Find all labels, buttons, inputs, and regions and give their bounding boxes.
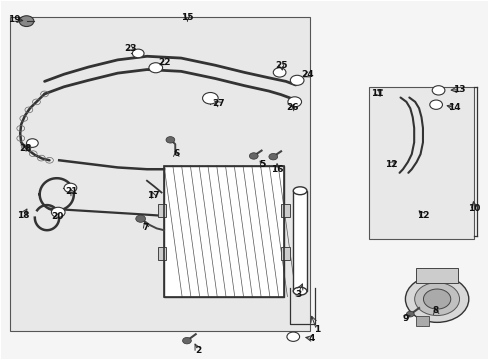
Bar <box>281 247 289 260</box>
Circle shape <box>19 16 34 27</box>
Text: 28: 28 <box>19 144 31 153</box>
Circle shape <box>287 97 301 107</box>
Circle shape <box>165 136 174 143</box>
Text: 12: 12 <box>416 211 428 220</box>
Text: 3: 3 <box>294 289 301 298</box>
Text: 15: 15 <box>181 13 193 22</box>
Bar <box>163 166 283 297</box>
Text: 25: 25 <box>275 62 287 71</box>
Text: 19: 19 <box>8 15 20 24</box>
Text: 24: 24 <box>301 71 314 80</box>
Text: 8: 8 <box>431 306 438 315</box>
Text: 21: 21 <box>65 187 78 196</box>
Text: 14: 14 <box>447 103 460 112</box>
Circle shape <box>406 311 413 317</box>
Text: 10: 10 <box>468 204 480 213</box>
Circle shape <box>182 337 191 344</box>
Text: 7: 7 <box>142 223 149 232</box>
Text: 23: 23 <box>124 44 136 53</box>
Circle shape <box>51 207 65 217</box>
Text: 13: 13 <box>452 85 465 94</box>
Text: 9: 9 <box>402 314 408 323</box>
Bar <box>415 316 428 326</box>
Text: 27: 27 <box>211 99 224 108</box>
Bar <box>158 204 166 217</box>
Bar <box>281 204 289 217</box>
Text: 17: 17 <box>147 190 159 199</box>
Circle shape <box>286 332 299 341</box>
Ellipse shape <box>293 287 306 295</box>
Text: 2: 2 <box>195 346 201 355</box>
Circle shape <box>249 153 258 159</box>
Text: 11: 11 <box>370 89 383 98</box>
Circle shape <box>136 215 145 222</box>
Circle shape <box>202 93 218 104</box>
Circle shape <box>273 68 285 77</box>
Circle shape <box>268 153 277 160</box>
Circle shape <box>64 183 77 193</box>
Text: 1: 1 <box>313 325 319 334</box>
Bar <box>368 87 473 239</box>
Circle shape <box>132 49 144 58</box>
Text: 16: 16 <box>271 166 284 175</box>
Ellipse shape <box>293 187 306 195</box>
Bar <box>10 17 310 330</box>
Circle shape <box>405 276 468 322</box>
Circle shape <box>149 63 162 73</box>
Bar <box>163 166 283 297</box>
Circle shape <box>431 86 444 95</box>
Circle shape <box>290 75 304 85</box>
Circle shape <box>414 283 459 316</box>
Bar <box>293 191 306 291</box>
Text: 12: 12 <box>384 161 397 170</box>
Circle shape <box>429 100 442 109</box>
Text: 22: 22 <box>158 58 170 67</box>
Text: 5: 5 <box>259 161 265 170</box>
Text: 6: 6 <box>173 149 179 158</box>
Bar <box>415 268 457 283</box>
Circle shape <box>423 289 450 309</box>
Text: 4: 4 <box>308 334 314 343</box>
Text: 26: 26 <box>285 103 298 112</box>
Circle shape <box>26 139 38 147</box>
Text: 18: 18 <box>17 211 29 220</box>
Text: 20: 20 <box>51 212 63 221</box>
Bar <box>158 247 166 260</box>
